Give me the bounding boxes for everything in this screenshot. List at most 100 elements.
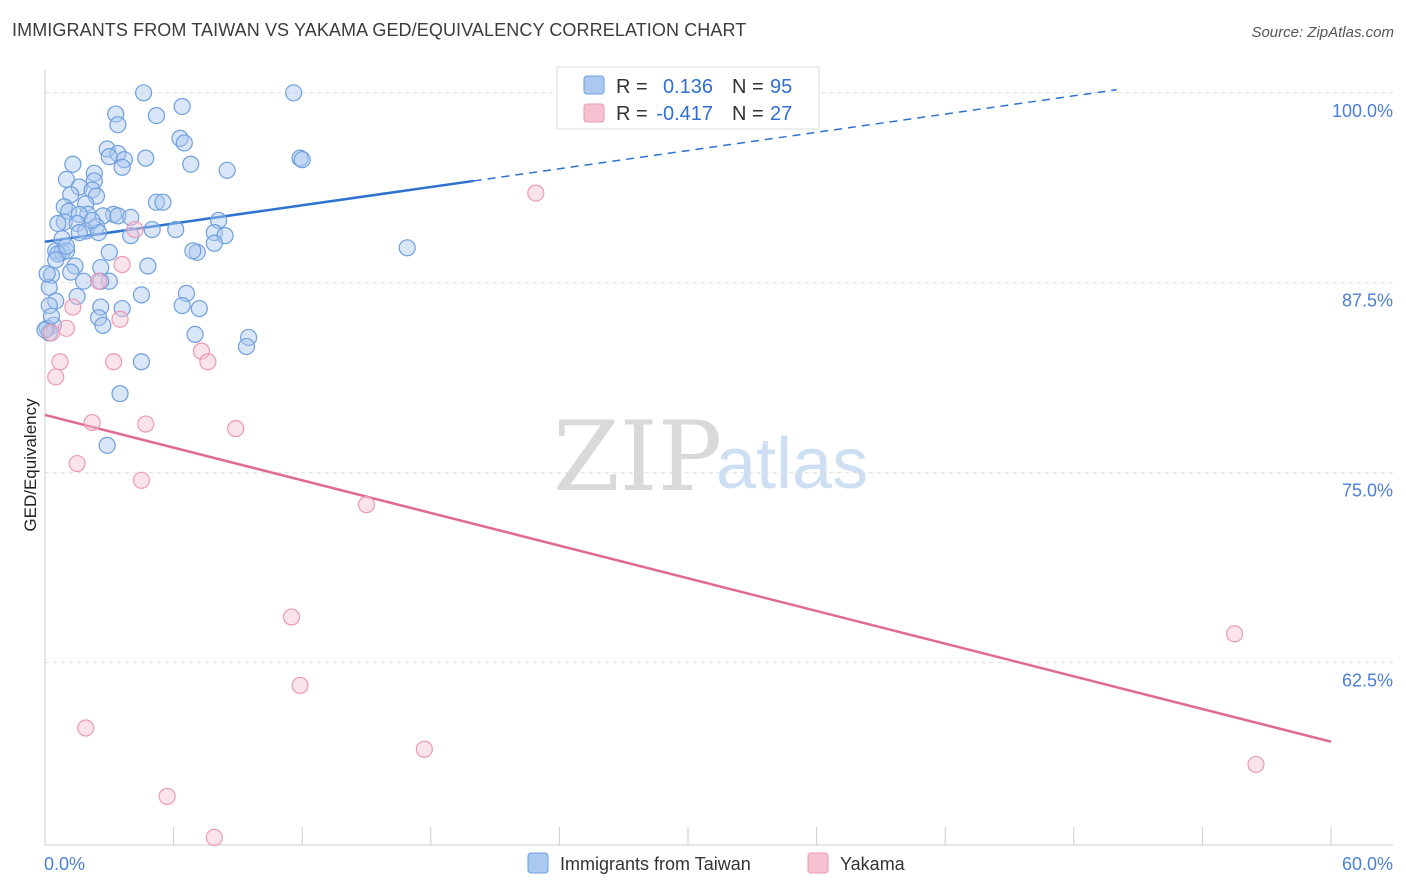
taiwan-point-41 (49, 214, 67, 233)
yakama-point-6 (57, 319, 76, 337)
legend-r-label-pink: R = (616, 103, 648, 125)
taiwan-point-91 (143, 220, 161, 239)
yakama-point-7 (192, 342, 211, 360)
yakama-point-12 (83, 413, 101, 432)
taiwan-point-46 (70, 223, 88, 242)
taiwan-point-35 (109, 207, 127, 225)
taiwan-point-26 (147, 193, 166, 211)
taiwan-point-94 (38, 265, 56, 283)
yakama-point-18 (282, 608, 301, 626)
taiwan-point-27 (154, 193, 172, 211)
taiwan-point-15 (182, 155, 200, 173)
series-legend-swatch-taiwan (527, 852, 549, 874)
legend-r-value-blue: 0.136 (663, 76, 713, 98)
yakama-point-20 (291, 676, 309, 695)
yakama-point-24 (158, 787, 176, 805)
stats-legend: R = 0.136 N = 95 R = -0.417 N = 27 (556, 66, 820, 130)
taiwan-trend-line (44, 179, 474, 243)
trend-lines (44, 89, 1332, 743)
y-tick-label-1: 75.0% (1342, 481, 1393, 501)
yakama-point-2 (113, 255, 131, 274)
yakama-point-26 (42, 324, 61, 342)
yakama-point-4 (64, 298, 82, 316)
taiwan-point-76 (92, 298, 110, 316)
yakama-point-9 (104, 353, 123, 371)
gridlines (45, 92, 1393, 664)
legend-n-label-pink: N = (732, 103, 764, 125)
taiwan-point-72 (40, 296, 58, 315)
yakama-point-15 (68, 454, 86, 473)
taiwan-point-7 (175, 134, 193, 152)
taiwan-point-56 (100, 243, 118, 261)
taiwan-point-93 (57, 237, 76, 255)
legend-n-value-blue: 95 (770, 76, 792, 98)
taiwan-point-34 (94, 207, 112, 225)
series-legend-swatch-yakama (807, 852, 829, 874)
watermark-zip: ZIP (553, 401, 722, 513)
taiwan-point-14 (293, 151, 311, 169)
legend-swatch-blue (583, 75, 605, 95)
axes (44, 70, 1393, 846)
taiwan-point-18 (218, 161, 236, 179)
taiwan-point-0 (134, 84, 153, 102)
yakama-point-21 (77, 719, 95, 737)
yakama-point-8 (51, 353, 69, 371)
scatter-points (36, 84, 1265, 847)
yakama-point-22 (415, 740, 433, 758)
taiwan-point-17 (113, 158, 131, 176)
yakama-point-1 (126, 220, 144, 239)
taiwan-point-85 (132, 353, 151, 371)
taiwan-point-3 (107, 105, 125, 123)
legend-n-value-pink: 27 (770, 103, 792, 125)
taiwan-point-92 (83, 211, 101, 230)
legend-r-value-pink: -0.417 (656, 103, 713, 125)
x-tick-labels: 0.0% 60.0% (44, 854, 1393, 874)
taiwan-point-42 (167, 220, 185, 239)
taiwan-point-88 (98, 436, 116, 454)
taiwan-trend-line-extension (473, 89, 1117, 182)
x-tick-label-1: 60.0% (1342, 854, 1393, 874)
taiwan-point-58 (184, 242, 202, 260)
taiwan-point-5 (109, 116, 127, 134)
yakama-point-3 (89, 272, 108, 290)
yakama-point-19 (1225, 625, 1244, 643)
taiwan-point-2 (173, 97, 191, 116)
taiwan-point-4 (147, 106, 166, 125)
yakama-point-11 (47, 368, 65, 386)
yakama-point-0 (527, 184, 545, 202)
legend-r-label-blue: R = (616, 76, 648, 98)
y-axis-label: GED/Equivalency (21, 398, 40, 532)
series-legend: Immigrants from Taiwan Yakama (527, 852, 906, 874)
y-tick-label-3: 100.0% (1332, 101, 1393, 121)
source-credit: Source: ZipAtlas.com (1251, 24, 1394, 41)
taiwan-point-73 (173, 296, 191, 315)
taiwan-point-70 (68, 287, 86, 306)
taiwan-point-62 (92, 258, 110, 277)
legend-n-label-blue: N = (732, 76, 764, 98)
y-tick-labels: 62.5% 75.0% 87.5% 100.0% (1332, 101, 1393, 691)
yakama-point-17 (357, 496, 376, 514)
yakama-point-13 (137, 415, 155, 433)
taiwan-point-79 (94, 316, 112, 334)
taiwan-point-89 (42, 307, 61, 325)
series-legend-label-taiwan: Immigrants from Taiwan (560, 854, 751, 874)
chart-title: IMMIGRANTS FROM TAIWAN VS YAKAMA GED/EQU… (12, 20, 747, 40)
yakama-point-14 (227, 420, 245, 438)
taiwan-point-11 (137, 149, 155, 167)
taiwan-point-84 (237, 337, 256, 356)
yakama-point-10 (199, 353, 217, 371)
taiwan-point-51 (398, 239, 416, 257)
taiwan-point-87 (111, 385, 129, 403)
taiwan-point-10 (100, 148, 118, 166)
legend-swatch-pink (583, 103, 605, 123)
taiwan-point-61 (139, 257, 157, 275)
y-tick-label-2: 87.5% (1342, 291, 1393, 311)
taiwan-point-50 (205, 234, 223, 252)
yakama-point-25 (205, 828, 223, 847)
taiwan-point-74 (190, 299, 208, 318)
yakama-trend-line (44, 413, 1332, 743)
yakama-point-5 (111, 310, 129, 328)
series-legend-label-yakama: Yakama (840, 854, 906, 874)
taiwan-point-75 (113, 299, 131, 318)
